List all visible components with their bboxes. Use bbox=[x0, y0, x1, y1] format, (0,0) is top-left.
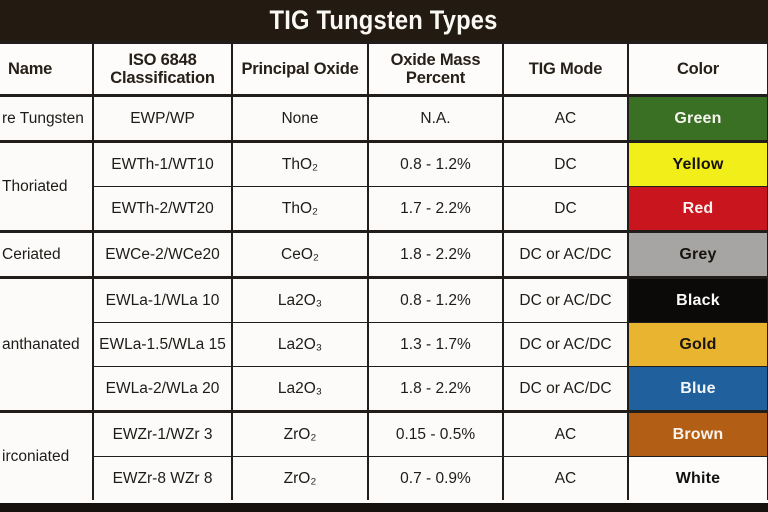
mass-cell: 0.15 - 0.5% bbox=[367, 410, 504, 457]
col-header-color: Color bbox=[627, 41, 768, 97]
oxide-cell: La2O₃ bbox=[231, 276, 369, 323]
table-row: EWTh-2/WT20 ThO₂ 1.7 - 2.2% DC Red bbox=[0, 186, 768, 232]
mass-cell: 1.8 - 2.2% bbox=[367, 366, 504, 412]
mode-cell: DC or AC/DC bbox=[502, 276, 629, 323]
oxide-cell: ZrO₂ bbox=[231, 456, 369, 500]
table-row: EWLa-2/WLa 20 La2O₃ 1.8 - 2.2% DC or AC/… bbox=[0, 366, 768, 412]
name-cell: irconiated bbox=[0, 410, 94, 500]
oxide-cell: La2O₃ bbox=[231, 366, 369, 412]
oxide-cell: None bbox=[231, 94, 369, 142]
oxide-cell: La2O₃ bbox=[231, 322, 369, 367]
color-swatch: Yellow bbox=[627, 140, 768, 187]
mode-cell: DC bbox=[502, 186, 629, 232]
table-row: re Tungsten EWP/WP None N.A. AC Green bbox=[0, 94, 768, 142]
mass-cell: 0.7 - 0.9% bbox=[367, 456, 504, 500]
color-swatch: Brown bbox=[627, 410, 768, 457]
table-row: Ceriated EWCe-2/WCe20 CeO₂ 1.8 - 2.2% DC… bbox=[0, 230, 768, 278]
color-swatch: Red bbox=[627, 186, 768, 232]
name-cell: re Tungsten bbox=[0, 94, 94, 142]
mode-cell: DC or AC/DC bbox=[502, 230, 629, 278]
table-row: anthanated EWLa-1/WLa 10 La2O₃ 0.8 - 1.2… bbox=[0, 276, 768, 412]
color-swatch: Green bbox=[627, 94, 768, 142]
header-row: Name ISO 6848 Classification Principal O… bbox=[0, 41, 768, 97]
mode-cell: AC bbox=[502, 94, 629, 142]
iso-cell: EWTh-2/WT20 bbox=[92, 186, 233, 232]
table-row: irconiated EWZr-1/WZr 3 ZrO₂ 0.15 - 0.5%… bbox=[0, 410, 768, 500]
mass-cell: N.A. bbox=[367, 94, 504, 142]
color-swatch: Gold bbox=[627, 322, 768, 367]
col-header-oxide-mass-percent: Oxide Mass Percent bbox=[367, 41, 504, 97]
name-cell: anthanated bbox=[0, 276, 94, 412]
col-header-principal-oxide: Principal Oxide bbox=[231, 41, 369, 97]
oxide-cell: ThO₂ bbox=[231, 186, 369, 232]
table-row: Thoriated EWTh-1/WT10 ThO₂ 0.8 - 1.2% DC… bbox=[0, 140, 768, 232]
mode-cell: DC bbox=[502, 140, 629, 187]
color-swatch: Grey bbox=[627, 230, 768, 278]
mass-cell: 0.8 - 1.2% bbox=[367, 276, 504, 323]
mode-cell: AC bbox=[502, 456, 629, 500]
name-cell: Ceriated bbox=[0, 230, 94, 278]
table-row: EWLa-1.5/WLa 15 La2O₃ 1.3 - 1.7% DC or A… bbox=[0, 322, 768, 367]
bottom-border-bar bbox=[0, 503, 768, 512]
mode-cell: DC or AC/DC bbox=[502, 322, 629, 367]
iso-cell: EWP/WP bbox=[92, 94, 233, 142]
iso-cell: EWLa-1.5/WLa 15 bbox=[92, 322, 233, 367]
col-header-name: Name bbox=[0, 41, 94, 97]
iso-cell: EWCe-2/WCe20 bbox=[92, 230, 233, 278]
mass-cell: 1.7 - 2.2% bbox=[367, 186, 504, 232]
tungsten-types-table: Name ISO 6848 Classification Principal O… bbox=[0, 41, 768, 500]
title-bar: TIG Tungsten Types bbox=[0, 0, 768, 41]
oxide-cell: CeO₂ bbox=[231, 230, 369, 278]
mode-cell: AC bbox=[502, 410, 629, 457]
iso-cell: EWZr-1/WZr 3 bbox=[92, 410, 233, 457]
mode-cell: DC or AC/DC bbox=[502, 366, 629, 412]
table-row: EWZr-8 WZr 8 ZrO₂ 0.7 - 0.9% AC White bbox=[0, 456, 768, 500]
col-header-tig-mode: TIG Mode bbox=[502, 41, 629, 97]
mass-cell: 0.8 - 1.2% bbox=[367, 140, 504, 187]
iso-cell: EWZr-8 WZr 8 bbox=[92, 456, 233, 500]
iso-cell: EWTh-1/WT10 bbox=[92, 140, 233, 187]
oxide-cell: ZrO₂ bbox=[231, 410, 369, 457]
name-cell: Thoriated bbox=[0, 140, 94, 232]
col-header-iso-classification: ISO 6848 Classification bbox=[92, 41, 233, 97]
mass-cell: 1.3 - 1.7% bbox=[367, 322, 504, 367]
page-title: TIG Tungsten Types bbox=[269, 5, 499, 35]
oxide-cell: ThO₂ bbox=[231, 140, 369, 187]
color-swatch: Black bbox=[627, 276, 768, 323]
color-swatch: White bbox=[627, 456, 768, 500]
mass-cell: 1.8 - 2.2% bbox=[367, 230, 504, 278]
color-swatch: Blue bbox=[627, 366, 768, 412]
iso-cell: EWLa-1/WLa 10 bbox=[92, 276, 233, 323]
iso-cell: EWLa-2/WLa 20 bbox=[92, 366, 233, 412]
